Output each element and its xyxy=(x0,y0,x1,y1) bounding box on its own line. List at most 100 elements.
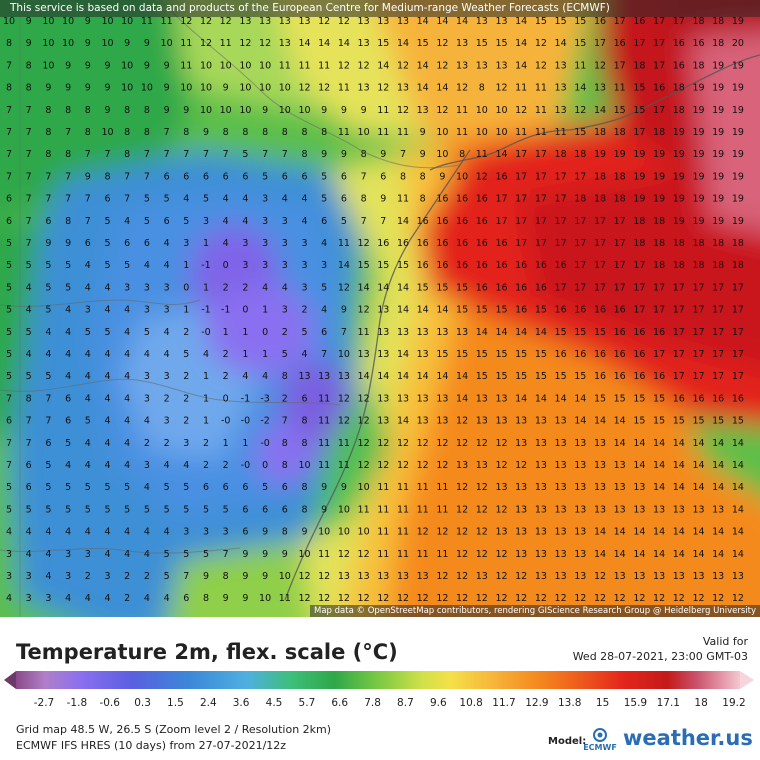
grid-value: 10 xyxy=(239,60,251,71)
grid-value: 4 xyxy=(164,593,170,604)
grid-value: 12 xyxy=(358,305,370,316)
grid-value: 4 xyxy=(65,349,71,360)
grid-value: 12 xyxy=(298,593,310,604)
grid-value: 14 xyxy=(614,438,626,449)
grid-value: 13 xyxy=(515,416,527,427)
grid-value: 13 xyxy=(377,327,389,338)
grid-value: 3 xyxy=(321,260,327,271)
grid-value: 6 xyxy=(104,194,110,205)
temperature-field: 10 9 10 10 9 10 10 11 11 12 12 12 13 13 13 13 12 12 13 13 13… xyxy=(0,0,760,617)
grid-value: 2 xyxy=(144,438,150,449)
grid-value: 10 xyxy=(279,571,291,582)
scale-tick-label: 15.9 xyxy=(624,697,647,709)
grid-value: 18 xyxy=(712,16,724,27)
grid-value: 14 xyxy=(495,327,507,338)
grid-value: 14 xyxy=(594,549,606,560)
grid-value: 7 xyxy=(26,194,32,205)
grid-value: 3 xyxy=(26,593,32,604)
grid-value: 3 xyxy=(164,305,170,316)
grid-value: 15 xyxy=(495,371,507,382)
grid-value: 5 xyxy=(85,327,91,338)
grid-value: 12 xyxy=(259,38,271,49)
brand-logo[interactable]: weather.us xyxy=(623,726,753,750)
grid-value: 3 xyxy=(262,194,268,205)
grid-value: 7 xyxy=(26,216,32,227)
grid-value: 12 xyxy=(456,438,468,449)
grid-value: 11 xyxy=(180,38,192,49)
scale-right-arrow xyxy=(740,671,754,689)
grid-value: 7 xyxy=(85,149,91,160)
grid-value: 5 xyxy=(65,438,71,449)
grid-value: 7 xyxy=(45,194,51,205)
grid-value: 18 xyxy=(574,149,586,160)
grid-value: 7 xyxy=(6,127,12,138)
grid-value: 13 xyxy=(594,482,606,493)
grid-value: 6 xyxy=(144,238,150,249)
grid-value: 8 xyxy=(282,438,288,449)
map-title: Temperature 2m, flex. scale (°C) xyxy=(16,640,398,664)
grid-value: 10 xyxy=(121,16,133,27)
grid-value: 13 xyxy=(574,460,586,471)
grid-value: 4 xyxy=(144,260,150,271)
grid-value: 4 xyxy=(124,549,130,560)
grid-value: 4 xyxy=(124,349,130,360)
grid-value: 11 xyxy=(377,127,389,138)
grid-value: 16 xyxy=(476,194,488,205)
grid-value: 19 xyxy=(653,171,665,182)
grid-value: 4 xyxy=(262,282,268,293)
grid-value: 5 xyxy=(124,260,130,271)
grid-value: 14 xyxy=(692,549,704,560)
grid-value: 17 xyxy=(555,216,567,227)
grid-value: 15 xyxy=(633,416,645,427)
grid-value: 14 xyxy=(594,416,606,427)
scale-tick-label: -0.6 xyxy=(99,697,120,709)
grid-value: 14 xyxy=(673,460,685,471)
grid-value: 14 xyxy=(673,549,685,560)
grid-value: 10 xyxy=(62,16,74,27)
temperature-map[interactable]: 10 9 10 10 9 10 10 11 11 12 12 12 13 13 13 13 12 12 13 13 13… xyxy=(0,0,760,617)
grid-value: 7 xyxy=(183,149,189,160)
grid-value: 12 xyxy=(180,16,192,27)
grid-value: 11 xyxy=(535,127,547,138)
grid-value: 10 xyxy=(318,527,330,538)
grid-value: 14 xyxy=(673,438,685,449)
grid-value: 4 xyxy=(104,371,110,382)
grid-value: 7 xyxy=(6,171,12,182)
grid-value: 16 xyxy=(495,282,507,293)
grid-value: 5 xyxy=(45,504,51,515)
grid-value: 11 xyxy=(397,127,409,138)
grid-value: 13 xyxy=(732,571,744,582)
grid-value: 16 xyxy=(574,305,586,316)
scale-tick-label: 4.5 xyxy=(266,697,283,709)
grid-value: 16 xyxy=(653,371,665,382)
grid-value: 15 xyxy=(436,282,448,293)
grid-value: 4 xyxy=(85,527,91,538)
grid-value: 14 xyxy=(515,38,527,49)
grid-value: 12 xyxy=(358,460,370,471)
grid-value: 5 xyxy=(45,305,51,316)
grid-value: 12 xyxy=(338,416,350,427)
grid-value: 9 xyxy=(85,171,91,182)
grid-value: 5 xyxy=(104,482,110,493)
grid-value: 5 xyxy=(183,549,189,560)
grid-value: 4 xyxy=(144,593,150,604)
grid-value: 15 xyxy=(476,38,488,49)
grid-value: 5 xyxy=(164,504,170,515)
grid-value: 10 xyxy=(42,38,54,49)
grid-value: 9 xyxy=(26,16,32,27)
grid-value: 18 xyxy=(614,127,626,138)
grid-value: 4 xyxy=(223,194,229,205)
scale-tick-label: 0.3 xyxy=(134,697,151,709)
grid-value: 3 xyxy=(282,305,288,316)
grid-value: 10 xyxy=(161,38,173,49)
grid-value: 12 xyxy=(614,593,626,604)
grid-value: 14 xyxy=(377,282,389,293)
grid-value: 19 xyxy=(712,83,724,94)
grid-value: 14 xyxy=(673,482,685,493)
grid-value: 10 xyxy=(101,16,113,27)
grid-value: -3 xyxy=(260,393,269,404)
grid-value: 16 xyxy=(594,371,606,382)
grid-value: 10 xyxy=(338,527,350,538)
grid-value: 15 xyxy=(653,393,665,404)
grid-value: -0 xyxy=(201,327,210,338)
